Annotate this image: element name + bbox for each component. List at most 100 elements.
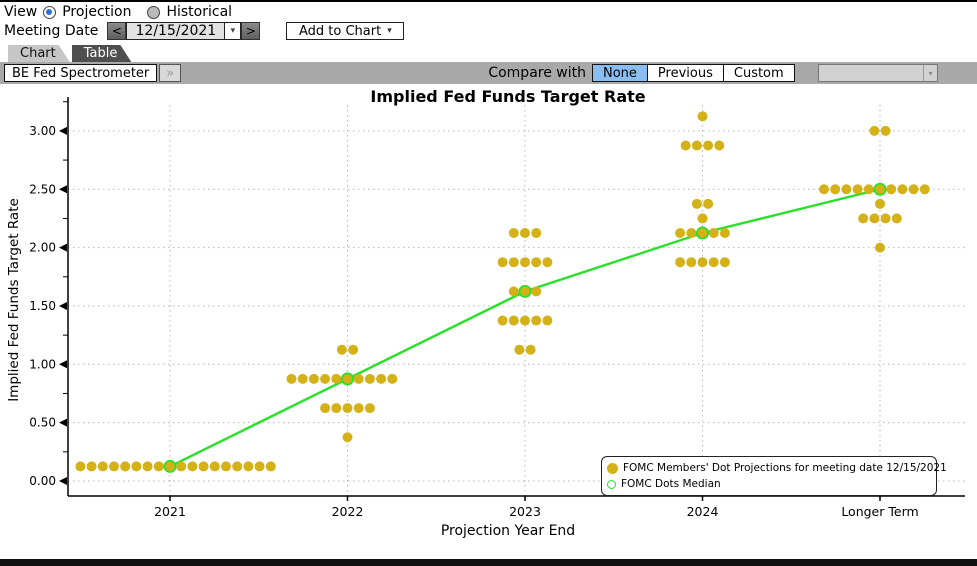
dropdown-caret-icon[interactable]: ▾ xyxy=(923,65,937,81)
fomc-dot xyxy=(265,461,276,472)
projection-radio-label[interactable]: Projection xyxy=(62,4,132,20)
fomc-dot xyxy=(120,461,131,472)
fomc-dot xyxy=(697,228,708,239)
series xyxy=(75,111,930,473)
fomc-dot xyxy=(919,184,930,195)
meeting-date-value[interactable]: 12/15/2021 xyxy=(127,23,226,39)
fomc-dot xyxy=(542,257,553,268)
legend-median-label: FOMC Dots Median xyxy=(621,478,721,490)
historical-radio[interactable] xyxy=(147,5,161,19)
median-ring xyxy=(696,226,710,240)
fomc-dot xyxy=(165,461,175,472)
fomc-dot xyxy=(703,198,714,209)
meeting-date-label: Meeting Date xyxy=(4,23,99,39)
fomc-dot xyxy=(364,403,375,414)
chart-legend: FOMC Members' Dot Projections for meetin… xyxy=(601,456,947,496)
fomc-dot xyxy=(697,257,708,268)
fomc-dot xyxy=(708,228,719,239)
fomc-dot xyxy=(531,257,542,268)
meeting-date-picker[interactable]: 12/15/2021 ▾ xyxy=(126,22,242,40)
fomc-dot xyxy=(830,184,841,195)
bottom-bar xyxy=(0,559,977,566)
fomc-dot xyxy=(497,315,508,326)
fomc-dot xyxy=(353,403,364,414)
tab-chart[interactable]: Chart xyxy=(8,45,70,62)
legend-dot-marker-icon xyxy=(607,462,618,474)
fomc-dot xyxy=(336,344,347,355)
view-selector-row: View Projection Historical xyxy=(4,3,242,21)
meeting-date-row: Meeting Date < 12/15/2021 ▾ > Add to Cha… xyxy=(4,21,405,41)
y-tick-label: 3.00 xyxy=(29,124,56,138)
fomc-dot xyxy=(675,228,686,239)
fomc-dot xyxy=(86,461,97,472)
fomc-dot xyxy=(680,140,691,151)
x-tick-label: 2024 xyxy=(687,504,719,519)
fomc-dot xyxy=(353,373,364,384)
median-ring xyxy=(518,284,532,298)
legend-median-marker-icon xyxy=(607,479,616,489)
fomc-dot xyxy=(142,461,153,472)
previous-date-button[interactable]: < xyxy=(107,22,127,40)
fomc-dot xyxy=(863,184,874,195)
fomc-dot xyxy=(697,111,708,122)
fomc-dot xyxy=(880,125,891,136)
fomc-dot xyxy=(508,257,519,268)
compare-none-button[interactable]: None xyxy=(592,64,648,82)
date-dropdown-caret-icon[interactable]: ▾ xyxy=(225,23,241,39)
fomc-dot xyxy=(376,373,387,384)
add-to-chart-button[interactable]: Add to Chart ▾ xyxy=(286,22,405,40)
fomc-dot xyxy=(520,228,530,239)
fomc-dot xyxy=(703,140,714,151)
x-tick-label: 2023 xyxy=(509,504,541,519)
fomc-dot xyxy=(686,257,697,268)
fomc-dot xyxy=(531,286,542,297)
y-tick-label: 1.50 xyxy=(29,299,56,313)
fomc-dot xyxy=(497,257,508,268)
tab-table[interactable]: Table xyxy=(72,45,132,62)
fomc-dot xyxy=(841,184,852,195)
fomc-dot xyxy=(891,213,902,224)
y-tick-label: 0.50 xyxy=(29,416,56,430)
compare-previous-button[interactable]: Previous xyxy=(647,64,724,82)
gridlines xyxy=(68,105,965,496)
custom-compare-dropdown[interactable]: ▾ xyxy=(818,64,938,82)
fomc-dot xyxy=(320,373,331,384)
fomc-dot xyxy=(858,213,869,224)
fomc-dot xyxy=(852,184,863,195)
custom-compare-value[interactable] xyxy=(819,65,923,81)
fomc-dot xyxy=(508,228,519,239)
historical-radio-label[interactable]: Historical xyxy=(166,4,233,20)
fomc-dot xyxy=(531,228,542,239)
fomc-dot xyxy=(342,403,353,414)
view-label: View xyxy=(4,4,38,20)
projection-radio[interactable] xyxy=(43,5,57,19)
fomc-dot xyxy=(908,184,919,195)
fomc-dot xyxy=(880,213,891,224)
fomc-dot xyxy=(542,315,553,326)
compare-custom-button[interactable]: Custom xyxy=(723,64,795,82)
fomc-dot xyxy=(187,461,198,472)
compare-with-label: Compare with xyxy=(488,65,586,81)
legend-row-median: FOMC Dots Median xyxy=(607,476,931,492)
fomc-dot xyxy=(675,257,686,268)
expand-chevrons-icon[interactable]: » xyxy=(159,64,182,82)
fomc-dot xyxy=(531,315,542,326)
x-tick-label: 2022 xyxy=(332,504,364,519)
fomc-dot xyxy=(331,373,342,384)
y-tick-label: 2.50 xyxy=(29,182,56,196)
fomc-dot xyxy=(875,198,885,209)
fomc-dot xyxy=(221,461,231,472)
fomc-dot xyxy=(875,184,885,195)
fomc-dot xyxy=(869,125,880,136)
next-date-button[interactable]: > xyxy=(241,22,261,40)
fomc-dot xyxy=(153,461,164,472)
fomc-dot xyxy=(697,213,708,224)
be-fed-spectrometer-button[interactable]: BE Fed Spectrometer xyxy=(4,64,158,82)
fomc-dot xyxy=(387,373,398,384)
axes: 0.00 0.50 1.00 1.50 2.00 2.50 3.00 2021 2022 2023… xyxy=(29,97,965,519)
fomc-dot xyxy=(819,184,829,195)
compare-button-group: None Previous Custom xyxy=(592,64,795,82)
fomc-dot xyxy=(348,344,359,355)
y-tick-arrow xyxy=(59,243,67,252)
